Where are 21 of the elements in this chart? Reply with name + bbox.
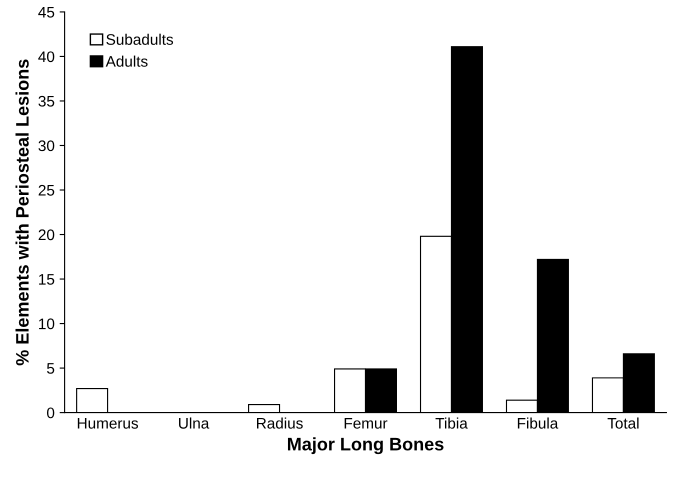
y-tick-label: 0 — [46, 407, 54, 418]
x-axis-title: Major Long Bones — [288, 437, 444, 454]
x-tick-label: Tibia — [436, 417, 468, 429]
y-tick-label: 35 — [38, 96, 54, 107]
x-tick-label: Femur — [344, 418, 388, 429]
y-tick-label: 5 — [46, 363, 54, 374]
y-tick-label: 10 — [39, 318, 54, 330]
y-axis-title: % Elements with Periosteal Lesions — [16, 59, 29, 366]
y-tick-label: 25 — [38, 184, 54, 196]
x-tick-label: Ulna — [179, 417, 210, 429]
y-tick-label: 30 — [38, 140, 54, 152]
x-tick-label: Fibula — [518, 417, 558, 429]
x-tick-label: Humerus — [78, 418, 138, 429]
y-tick-label: 20 — [38, 229, 54, 240]
x-tick-label: Total — [608, 417, 639, 429]
y-tick-label: 45 — [38, 6, 54, 18]
legend-label: Adults — [106, 56, 148, 67]
y-tick-label: 40 — [38, 51, 54, 62]
y-tick-label: 15 — [39, 274, 54, 285]
x-tick-label: Radius — [257, 417, 303, 429]
legend-label: Subadults — [106, 34, 174, 45]
